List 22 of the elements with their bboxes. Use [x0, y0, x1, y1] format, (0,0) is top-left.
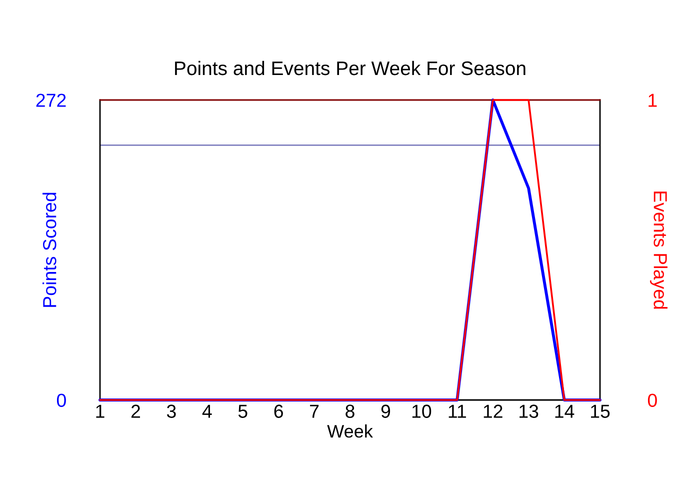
x-tick-label: 15 [591, 404, 610, 418]
x-tick-label: 1 [96, 404, 104, 418]
y2-tick-label: 1 [648, 94, 657, 107]
x-tick-label: 3 [166, 404, 176, 418]
x-tick-label: 6 [274, 404, 283, 418]
x-tick-label: 13 [520, 404, 538, 418]
chart-title: Points and Events Per Week For Season [175, 60, 526, 76]
x-axis-title: Week [327, 424, 373, 438]
x-tick-label: 12 [484, 404, 502, 418]
x-tick-label: 4 [202, 404, 212, 418]
x-tick-label: 8 [346, 404, 354, 418]
x-tick-label: 9 [381, 404, 390, 418]
y2-tick-label: 0 [648, 394, 657, 407]
x-tick-label: 2 [131, 404, 140, 418]
x-tick-label: 5 [238, 404, 248, 418]
y-axis-title: Points Scored [42, 192, 56, 307]
x-tick-label: 7 [310, 404, 319, 418]
x-tick-label: 14 [555, 404, 574, 418]
x-tick-label: 11 [448, 404, 466, 418]
x-tick-label: 10 [412, 404, 432, 418]
y2-axis-title: Events Played [650, 192, 668, 309]
y-tick-label: 272 [36, 94, 66, 107]
